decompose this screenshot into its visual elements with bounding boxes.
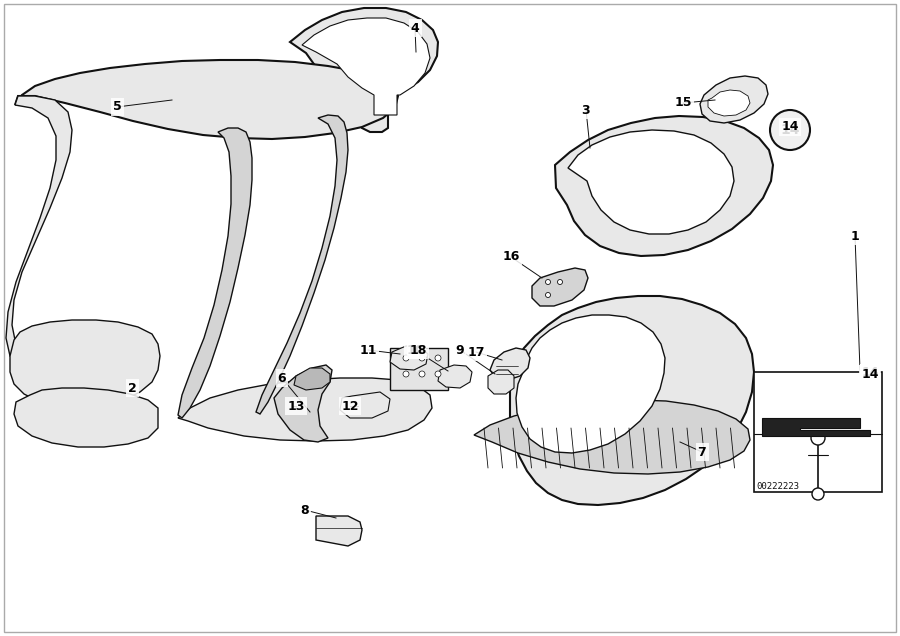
Text: 11: 11	[359, 343, 377, 357]
Circle shape	[435, 355, 441, 361]
Text: 16: 16	[502, 251, 519, 263]
Polygon shape	[510, 296, 754, 505]
Circle shape	[403, 355, 409, 361]
Polygon shape	[474, 400, 750, 474]
Circle shape	[770, 110, 810, 150]
Text: 1: 1	[850, 230, 860, 242]
Polygon shape	[290, 8, 438, 132]
Text: 7: 7	[698, 445, 706, 459]
Polygon shape	[10, 320, 160, 408]
Text: 5: 5	[112, 100, 122, 113]
Polygon shape	[708, 90, 750, 116]
Polygon shape	[390, 346, 428, 370]
Text: 14: 14	[780, 123, 800, 137]
Text: 13: 13	[287, 399, 305, 413]
Polygon shape	[340, 392, 390, 418]
Polygon shape	[532, 268, 588, 306]
Text: 14: 14	[781, 120, 799, 134]
Text: 18: 18	[410, 343, 427, 357]
Polygon shape	[316, 516, 362, 546]
Polygon shape	[178, 128, 252, 418]
Polygon shape	[762, 418, 870, 436]
Circle shape	[419, 355, 425, 361]
Polygon shape	[274, 365, 332, 442]
Text: 9: 9	[455, 343, 464, 357]
Polygon shape	[568, 130, 734, 234]
Polygon shape	[438, 365, 472, 388]
Text: 10: 10	[406, 343, 424, 357]
Polygon shape	[700, 76, 768, 123]
Circle shape	[545, 293, 551, 298]
Circle shape	[557, 279, 562, 284]
Polygon shape	[15, 60, 398, 139]
Polygon shape	[14, 388, 158, 447]
Circle shape	[812, 488, 824, 500]
Text: 3: 3	[581, 104, 590, 116]
Text: 8: 8	[301, 504, 310, 516]
Text: 6: 6	[278, 371, 286, 385]
Polygon shape	[6, 96, 72, 370]
Text: 4: 4	[410, 22, 419, 34]
Text: 14: 14	[861, 366, 878, 378]
Polygon shape	[488, 370, 514, 394]
Polygon shape	[555, 116, 773, 256]
Polygon shape	[516, 315, 665, 453]
Text: 12: 12	[341, 399, 359, 413]
Text: 15: 15	[674, 97, 692, 109]
FancyBboxPatch shape	[754, 372, 882, 492]
Text: 00222223: 00222223	[756, 482, 799, 491]
Polygon shape	[178, 378, 432, 441]
Circle shape	[545, 279, 551, 284]
Text: 2: 2	[128, 382, 137, 394]
Text: 14: 14	[861, 368, 878, 380]
Circle shape	[419, 371, 425, 377]
Circle shape	[435, 371, 441, 377]
Polygon shape	[294, 368, 330, 390]
Polygon shape	[302, 18, 430, 115]
Circle shape	[403, 371, 409, 377]
Text: 17: 17	[467, 345, 485, 359]
Polygon shape	[490, 348, 530, 380]
Polygon shape	[390, 348, 448, 390]
Circle shape	[811, 431, 825, 445]
Polygon shape	[256, 115, 348, 414]
